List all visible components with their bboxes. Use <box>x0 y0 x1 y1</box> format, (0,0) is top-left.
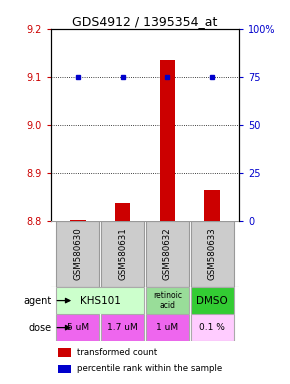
Text: 1 uM: 1 uM <box>156 323 179 332</box>
Text: agent: agent <box>23 296 52 306</box>
Bar <box>56 314 99 341</box>
Bar <box>101 221 144 287</box>
Bar <box>146 314 189 341</box>
Bar <box>70 220 86 221</box>
Bar <box>146 287 189 314</box>
Text: percentile rank within the sample: percentile rank within the sample <box>77 364 222 373</box>
Text: 5 uM: 5 uM <box>67 323 89 332</box>
Text: retinoic
acid: retinoic acid <box>153 291 182 310</box>
Bar <box>56 221 99 287</box>
Text: GSM580631: GSM580631 <box>118 228 127 280</box>
Text: GSM580633: GSM580633 <box>208 228 217 280</box>
Bar <box>101 314 144 341</box>
Bar <box>115 203 130 221</box>
Bar <box>191 314 234 341</box>
Text: transformed count: transformed count <box>77 348 157 357</box>
Bar <box>191 287 234 314</box>
Text: DMSO: DMSO <box>196 296 228 306</box>
Text: 1.7 uM: 1.7 uM <box>107 323 138 332</box>
Text: dose: dose <box>28 323 52 333</box>
Bar <box>191 221 234 287</box>
Title: GDS4912 / 1395354_at: GDS4912 / 1395354_at <box>72 15 218 28</box>
Text: GSM580630: GSM580630 <box>73 228 82 280</box>
Text: 0.1 %: 0.1 % <box>200 323 225 332</box>
Bar <box>160 60 175 221</box>
Text: GSM580632: GSM580632 <box>163 228 172 280</box>
Bar <box>56 287 144 314</box>
Bar <box>58 348 71 357</box>
Text: KHS101: KHS101 <box>80 296 121 306</box>
Bar <box>146 221 189 287</box>
Bar <box>58 364 71 373</box>
Bar <box>204 190 220 221</box>
